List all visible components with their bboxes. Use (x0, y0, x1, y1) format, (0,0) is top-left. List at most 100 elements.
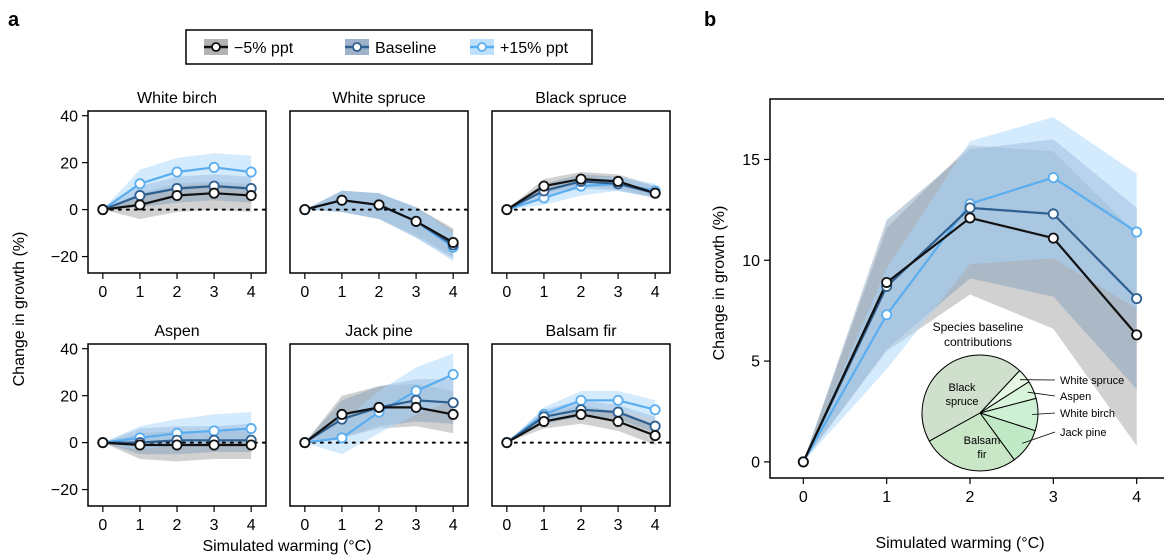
data-point-baseline (964, 202, 976, 214)
data-point-5-ppt (410, 215, 422, 227)
x-tick-label: 1 (135, 517, 144, 534)
x-tick-label: 3 (210, 517, 219, 534)
legend-box (185, 29, 593, 65)
data-point-15-ppt (245, 423, 257, 435)
data-point-baseline (649, 420, 661, 432)
pie-label-jack-pine: Jack pine (1060, 427, 1106, 439)
panel-title: Jack pine (345, 323, 413, 340)
x-tick-label: 0 (300, 284, 309, 301)
panel-b-label: b (704, 9, 716, 31)
pie-title: Species baseline (933, 320, 1024, 334)
x-tick-label: 3 (210, 284, 219, 301)
data-point-5-ppt (245, 190, 257, 202)
data-point-5-ppt (373, 401, 385, 413)
pie-leader-line (1031, 412, 1056, 415)
pie-label-balsam-fir: Balsam (964, 435, 1001, 447)
data-point-5-ppt (171, 439, 183, 451)
x-tick-label: 3 (412, 284, 421, 301)
data-point-5-ppt (134, 439, 146, 451)
x-tick-label: 0 (98, 517, 107, 534)
data-point-5-ppt (134, 199, 146, 211)
panel-title: White birch (137, 90, 217, 107)
data-point-15-ppt (612, 394, 624, 406)
panel-title: White spruce (332, 90, 425, 107)
x-tick-label: 2 (375, 284, 384, 301)
data-point-15-ppt (1047, 172, 1059, 184)
x-tick-label: 1 (337, 284, 346, 301)
data-point-5-ppt (797, 456, 809, 468)
x-tick-label: 0 (502, 517, 511, 534)
y-tick-label: 5 (751, 354, 760, 371)
pie-leader-line (1022, 431, 1056, 444)
panel-title: Black spruce (535, 90, 627, 107)
x-tick-label: 4 (651, 284, 660, 301)
data-point-5-ppt (538, 415, 550, 427)
y-tick-label: 40 (60, 108, 78, 125)
data-point-15-ppt (171, 166, 183, 178)
data-point-5-ppt (97, 437, 109, 449)
x-tick-label: 4 (651, 517, 660, 534)
data-point-15-ppt (208, 425, 220, 437)
panel-b-y-axis-label: Change in growth (%) (711, 206, 728, 361)
y-tick-label: −20 (51, 249, 78, 266)
x-tick-label: 4 (449, 517, 458, 534)
data-point-5-ppt (447, 408, 459, 420)
data-point-5-ppt (575, 408, 587, 420)
y-tick-label: 0 (751, 454, 760, 471)
pie-leader-line (1027, 391, 1056, 397)
pie-label-aspen: Aspen (1060, 391, 1091, 403)
chart-panel-aspen: Aspen 0 1 2 3 4 −20 0 20 40 (51, 323, 267, 534)
legend-label: −5% ppt (234, 40, 294, 57)
data-point-15-ppt (881, 309, 893, 321)
pie-label-balsam-fir-2: fir (977, 449, 987, 461)
data-point-5-ppt (208, 187, 220, 199)
x-tick-label: 1 (882, 489, 891, 506)
data-point-5-ppt (1047, 232, 1059, 244)
data-point-15-ppt (447, 369, 459, 381)
data-point-5-ppt (612, 175, 624, 187)
data-point-baseline (612, 406, 624, 418)
data-point-5-ppt (649, 430, 661, 442)
x-tick-label: 0 (98, 284, 107, 301)
legend-marker (477, 42, 487, 52)
pie-slice-black-spruce (921, 354, 1021, 442)
data-point-5-ppt (1131, 329, 1143, 341)
y-tick-label: 15 (742, 152, 760, 169)
legend-marker (211, 42, 221, 52)
data-point-5-ppt (171, 190, 183, 202)
pie-slice-balsam-fir (928, 412, 1015, 472)
ci-band-15-ppt (304, 190, 454, 262)
x-tick-label: 4 (247, 284, 256, 301)
pie-label-white-birch: White birch (1060, 408, 1115, 420)
x-tick-label: 4 (449, 284, 458, 301)
x-tick-label: 3 (614, 284, 623, 301)
x-tick-label: 0 (502, 284, 511, 301)
y-tick-label: 20 (60, 155, 78, 172)
chart-panel-white-birch: White birch 0 1 2 3 4 −20 0 20 40 (51, 90, 267, 301)
x-tick-label: 1 (539, 517, 548, 534)
data-point-5-ppt (410, 401, 422, 413)
data-point-baseline (447, 397, 459, 409)
data-point-baseline (1131, 293, 1143, 305)
y-tick-label: 0 (69, 435, 78, 452)
shared-y-axis-label: Change in growth (%) (11, 232, 28, 387)
legend-label: Baseline (375, 40, 436, 57)
x-tick-label: 1 (539, 284, 548, 301)
y-tick-label: 10 (742, 253, 760, 270)
data-point-5-ppt (649, 187, 661, 199)
x-tick-label: 3 (412, 517, 421, 534)
pie-label-black-spruce-2: spruce (945, 396, 978, 408)
data-point-5-ppt (97, 204, 109, 216)
chart-panel-balsam-fir: Balsam fir 0 1 2 3 4 (491, 323, 671, 534)
data-point-15-ppt (1131, 226, 1143, 238)
x-tick-label: 1 (337, 517, 346, 534)
chart-panel-black-spruce: Black spruce 0 1 2 3 4 (491, 90, 671, 301)
pie-label-white-spruce: White spruce (1060, 375, 1124, 387)
pie-label-black-spruce: Black (949, 382, 976, 394)
x-tick-label: 2 (577, 284, 586, 301)
data-point-15-ppt (336, 432, 348, 444)
data-point-5-ppt (245, 439, 257, 451)
data-point-15-ppt (410, 385, 422, 397)
